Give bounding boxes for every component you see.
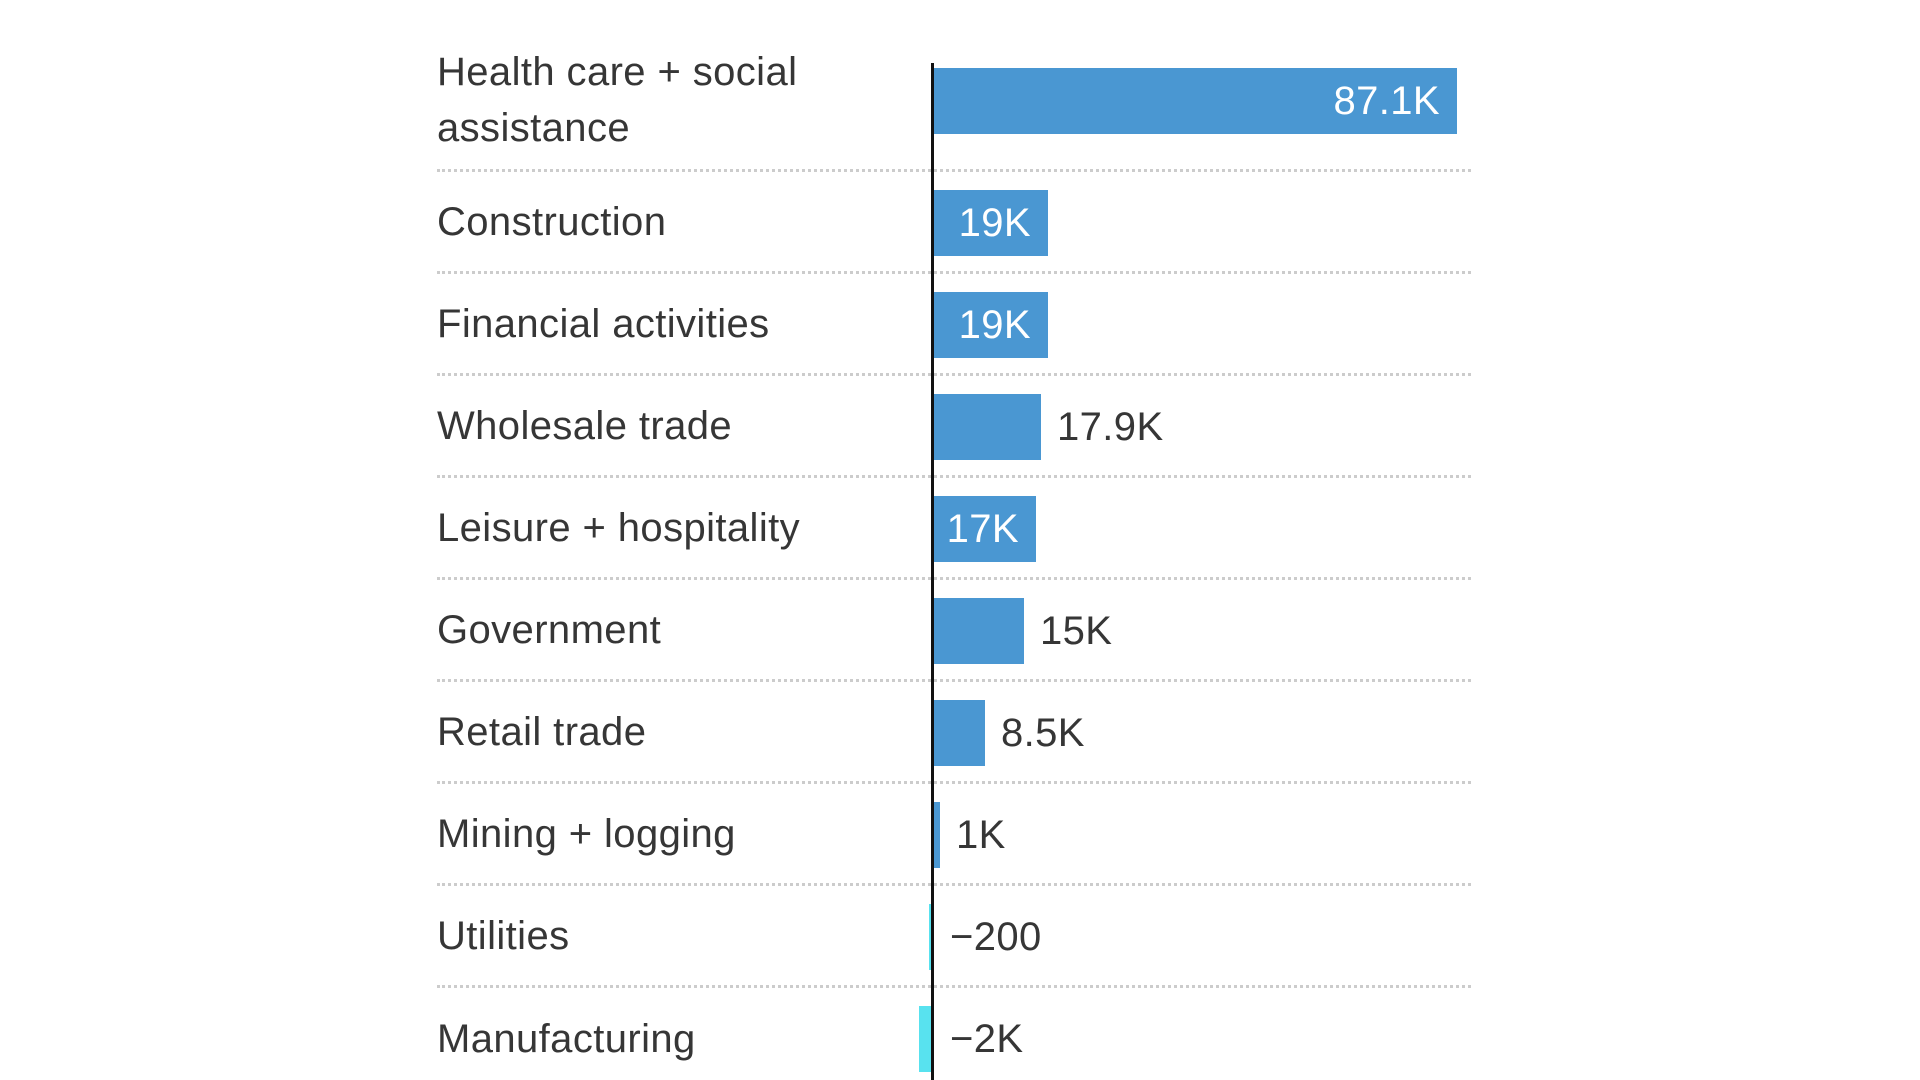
positive-bar	[934, 496, 1036, 562]
category-label: Manufacturing	[437, 1017, 696, 1061]
value-label: 87.1K	[1333, 79, 1440, 123]
value-label: 8.5K	[1001, 711, 1085, 755]
category-label: Financial activities	[437, 301, 770, 346]
category-label: Health care + social assistance	[437, 49, 798, 150]
category-label: Leisure + hospitality	[437, 505, 801, 550]
value-label: 17K	[946, 507, 1019, 551]
chart-row: Utilities −200	[437, 886, 1471, 988]
positive-bar	[934, 802, 940, 868]
positive-bar	[934, 598, 1024, 664]
chart-row: Financial activities 19K	[437, 274, 1471, 376]
negative-bar	[929, 904, 931, 970]
category-label: Mining + logging	[437, 811, 736, 856]
chart-row: Mining + logging 1K	[437, 784, 1471, 886]
positive-bar	[934, 700, 985, 766]
zero-baseline-axis	[931, 63, 934, 1080]
positive-bar	[934, 292, 1048, 358]
value-label: −200	[950, 915, 1042, 959]
category-label: Government	[437, 607, 662, 652]
chart-row: Leisure + hospitality 17K	[437, 478, 1471, 580]
chart-row: Retail trade 8.5K	[437, 682, 1471, 784]
value-label: 17.9K	[1057, 405, 1164, 449]
chart-row: Health care + social assistance 87.1K	[437, 30, 1471, 172]
value-label: −2K	[950, 1017, 1024, 1061]
chart-row: Wholesale trade 17.9K	[437, 376, 1471, 478]
category-label: Wholesale trade	[437, 403, 733, 448]
chart-row: Manufacturing −2K	[437, 988, 1471, 1080]
negative-bar	[919, 1006, 931, 1072]
value-label: 19K	[958, 303, 1031, 347]
positive-bar	[934, 394, 1041, 460]
category-label: Retail trade	[437, 709, 647, 754]
chart-row: Construction 19K	[437, 172, 1471, 274]
positive-bar	[934, 68, 1457, 134]
category-label: Construction	[437, 199, 667, 244]
value-label: 19K	[958, 201, 1031, 245]
chart-row: Government 15K	[437, 580, 1471, 682]
value-label: 1K	[956, 813, 1006, 857]
value-label: 15K	[1040, 609, 1113, 653]
positive-bar	[934, 190, 1048, 256]
category-label: Utilities	[437, 913, 570, 958]
